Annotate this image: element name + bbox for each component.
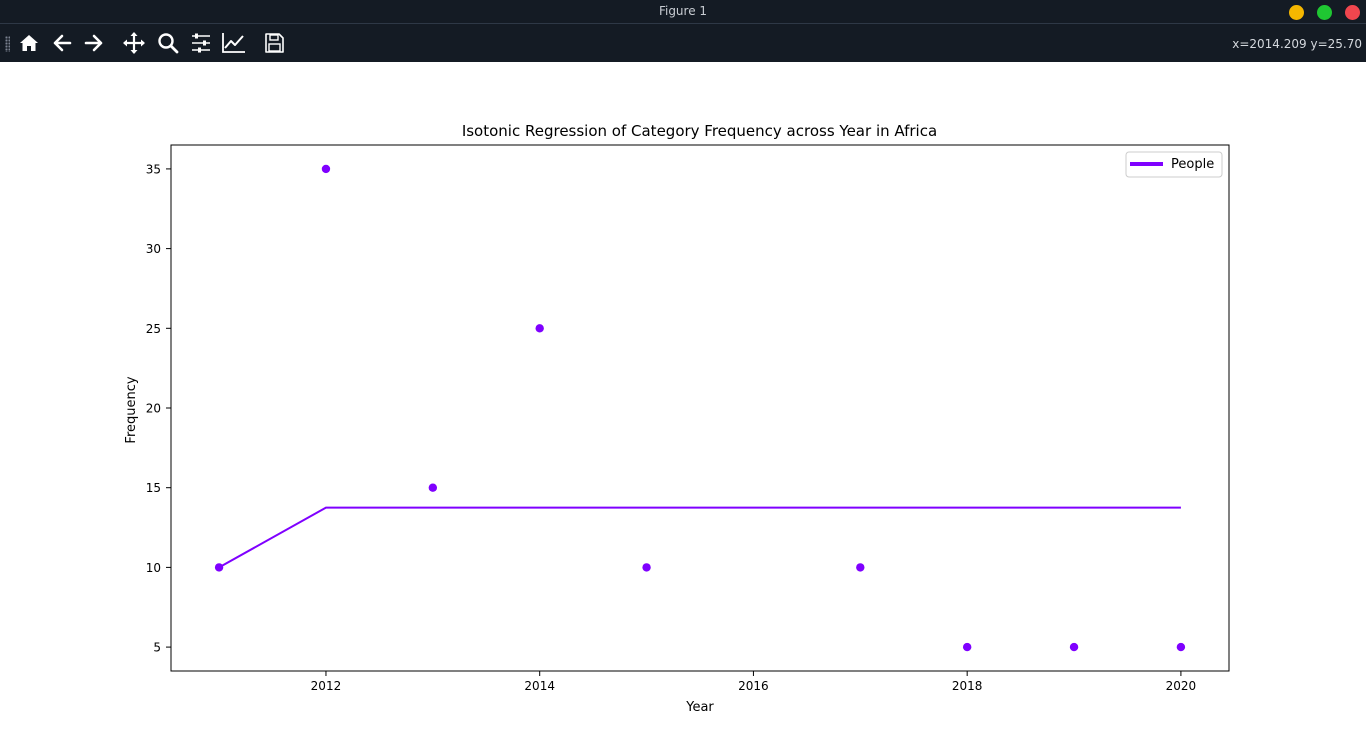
arrow-left-icon bbox=[53, 34, 72, 52]
scatter-points-layer bbox=[214, 164, 1186, 652]
x-tick-label: 2014 bbox=[524, 679, 555, 693]
isotonic-fit-line bbox=[218, 506, 1181, 569]
back-button[interactable] bbox=[49, 30, 75, 56]
y-axis: 5 10 15 20 25 30 35 bbox=[146, 162, 171, 655]
data-point bbox=[1069, 642, 1079, 652]
y-tick-label: 20 bbox=[146, 402, 161, 416]
y-tick-label: 35 bbox=[146, 162, 161, 176]
move-icon bbox=[123, 32, 145, 54]
data-point bbox=[535, 324, 544, 333]
close-button[interactable] bbox=[1345, 5, 1360, 20]
arrow-right-icon bbox=[84, 34, 103, 52]
forward-button[interactable] bbox=[81, 30, 107, 56]
plot-area-frame bbox=[170, 144, 1230, 672]
y-tick-label: 25 bbox=[146, 322, 161, 336]
home-button[interactable] bbox=[16, 30, 42, 56]
configure-subplots-button[interactable] bbox=[188, 30, 214, 56]
pan-button[interactable] bbox=[121, 30, 147, 56]
floppy-disk-icon bbox=[265, 33, 284, 53]
sliders-icon bbox=[192, 33, 210, 53]
x-tick-label: 2018 bbox=[952, 679, 983, 693]
data-point bbox=[962, 642, 972, 652]
cursor-coordinates-readout: x=2014.209 y=25.70 bbox=[1232, 37, 1362, 51]
legend-box bbox=[1125, 151, 1223, 178]
y-tick-label: 30 bbox=[146, 242, 161, 256]
x-tick-label: 2012 bbox=[311, 679, 342, 693]
data-point bbox=[856, 563, 865, 572]
data-point bbox=[642, 563, 651, 572]
toolbar-grip-handle[interactable] bbox=[5, 36, 10, 52]
figure-canvas[interactable]: Isotonic Regression of Category Frequenc… bbox=[0, 62, 1366, 746]
data-point bbox=[214, 563, 224, 572]
save-button[interactable] bbox=[261, 30, 287, 56]
data-point bbox=[321, 164, 331, 174]
y-axis-label: Frequency bbox=[124, 376, 139, 443]
chart-svg: Isotonic Regression of Category Frequenc… bbox=[124, 122, 1230, 715]
line-chart-icon bbox=[222, 33, 245, 53]
x-tick-label: 2020 bbox=[1166, 679, 1197, 693]
regression-line-layer bbox=[218, 506, 1181, 569]
minimize-button[interactable] bbox=[1289, 5, 1304, 20]
navigation-toolbar: x=2014.209 y=25.70 bbox=[0, 24, 1366, 62]
y-tick-label: 15 bbox=[146, 481, 161, 495]
data-point bbox=[428, 483, 438, 492]
x-tick-label: 2016 bbox=[738, 679, 769, 693]
x-axis-label: Year bbox=[685, 700, 714, 715]
title-bar: Figure 1 bbox=[0, 0, 1366, 24]
zoom-button[interactable] bbox=[155, 30, 181, 56]
window-title: Figure 1 bbox=[658, 4, 708, 18]
edit-axes-button[interactable] bbox=[221, 30, 247, 56]
y-tick-label: 5 bbox=[153, 641, 161, 655]
home-icon bbox=[20, 35, 38, 51]
x-axis: 2012 2014 2016 2018 2020 bbox=[311, 671, 1196, 693]
legend: People bbox=[1125, 151, 1223, 178]
magnifier-icon bbox=[158, 33, 179, 54]
legend-label: People bbox=[1171, 157, 1214, 172]
maximize-button[interactable] bbox=[1317, 5, 1332, 20]
data-point bbox=[1176, 642, 1186, 652]
chart-title: Isotonic Regression of Category Frequenc… bbox=[462, 122, 937, 140]
y-tick-label: 10 bbox=[146, 561, 161, 575]
